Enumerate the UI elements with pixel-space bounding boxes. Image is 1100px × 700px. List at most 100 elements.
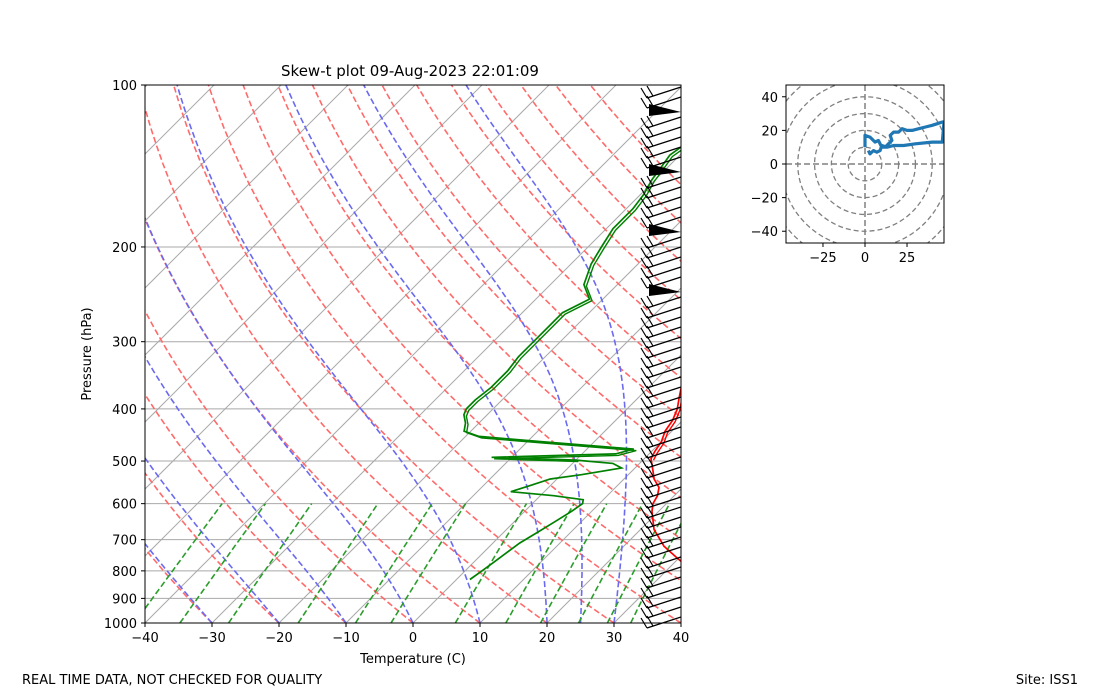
wind-barb bbox=[640, 265, 682, 279]
wind-barb bbox=[640, 475, 682, 489]
wind-barb bbox=[640, 255, 682, 269]
isotherm-line bbox=[145, 85, 349, 289]
wind-barb bbox=[640, 245, 682, 259]
wind-barb bbox=[640, 115, 682, 129]
hodograph: −25 0 25 −40 −20 0 20 40 bbox=[751, 84, 945, 266]
wind-barb bbox=[640, 495, 682, 509]
wind-barb bbox=[640, 515, 682, 529]
wind-barb bbox=[640, 335, 682, 349]
dry-adiabat-line bbox=[207, 85, 681, 623]
dry-adiabat-line bbox=[145, 392, 347, 623]
mixing-ratio-line bbox=[454, 503, 528, 623]
moist-adiabat-line bbox=[465, 85, 628, 623]
dewpoint-profile-trace bbox=[465, 149, 681, 463]
skewt-plot-area: −40 −30 −20 −10 0 10 20 30 40 1000 900 800 700 600 500… bbox=[104, 79, 689, 646]
isotherm-line bbox=[278, 220, 681, 623]
dry-adiabat-line bbox=[145, 309, 414, 623]
moist-adiabat-line bbox=[145, 355, 347, 623]
hodograph-y-tick-label: −20 bbox=[751, 192, 778, 207]
mixing-ratio-line bbox=[145, 503, 223, 610]
wind-barb bbox=[640, 355, 682, 369]
isotherm-line bbox=[145, 85, 617, 557]
wind-barb bbox=[640, 555, 682, 569]
dry-adiabat-line bbox=[145, 105, 548, 623]
hodograph-x-tick-label: 25 bbox=[899, 251, 916, 266]
dry-adiabat-line bbox=[589, 85, 681, 186]
y-tick-label: 500 bbox=[112, 455, 137, 470]
wind-barb bbox=[640, 205, 682, 219]
dry-adiabat-line bbox=[172, 85, 615, 623]
mixing-ratio-line bbox=[227, 503, 313, 623]
moist-adiabat-line bbox=[362, 85, 583, 623]
wind-barb bbox=[640, 455, 682, 469]
temperature-profile-trace bbox=[652, 398, 681, 461]
wind-barb bbox=[640, 145, 682, 159]
isotherm-line bbox=[546, 488, 681, 623]
hodograph-y-tick-label: −40 bbox=[751, 225, 778, 240]
mixing-ratio-line bbox=[390, 503, 467, 623]
dry-adiabat-line bbox=[485, 85, 681, 301]
isotherm-line bbox=[145, 85, 282, 222]
wind-barb bbox=[640, 235, 682, 249]
dry-adiabat-line bbox=[242, 85, 681, 582]
mixing-ratio-line bbox=[629, 521, 681, 623]
wind-barb bbox=[640, 395, 682, 409]
wind-barb bbox=[640, 415, 682, 429]
wind-barb bbox=[640, 435, 682, 449]
dry-adiabat-line bbox=[381, 85, 681, 419]
site-label: Site: ISS1 bbox=[1015, 673, 1078, 688]
wind-barb bbox=[640, 185, 682, 199]
y-axis-label: Pressure (hPa) bbox=[80, 307, 95, 400]
wind-barb bbox=[640, 605, 682, 619]
hodograph-x-tick-label: 0 bbox=[861, 251, 869, 266]
y-tick-label: 400 bbox=[112, 403, 137, 418]
isotherm-line bbox=[479, 421, 681, 623]
y-tick-label: 100 bbox=[112, 79, 137, 94]
mixing-ratio-line bbox=[179, 503, 267, 623]
x-tick-label: −40 bbox=[131, 631, 158, 646]
wind-barb bbox=[640, 545, 682, 559]
mixing-ratio-line bbox=[505, 503, 575, 623]
quality-disclaimer: REAL TIME DATA, NOT CHECKED FOR QUALITY bbox=[22, 673, 323, 688]
hodograph-y-tick-label: 20 bbox=[761, 124, 778, 139]
dry-adiabat-line bbox=[311, 85, 681, 499]
isotherm-line bbox=[680, 622, 681, 623]
dry-adiabat-line bbox=[145, 471, 280, 623]
mixing-ratio-line bbox=[577, 503, 644, 623]
isotherm-line bbox=[145, 85, 416, 356]
x-tick-label: 20 bbox=[539, 631, 556, 646]
wind-barb bbox=[640, 125, 682, 139]
x-tick-label: 0 bbox=[409, 631, 417, 646]
isotherm-line bbox=[613, 555, 681, 623]
x-tick-label: 10 bbox=[472, 631, 489, 646]
y-tick-label: 200 bbox=[112, 241, 137, 256]
wind-barb bbox=[640, 295, 682, 309]
dewpoint-profile bbox=[463, 145, 681, 581]
wind-barb bbox=[640, 345, 682, 359]
isotherm-line bbox=[145, 85, 483, 423]
y-tick-label: 800 bbox=[112, 565, 137, 580]
isotherm-line bbox=[211, 153, 681, 623]
wind-barb bbox=[640, 175, 682, 189]
moist-adiabat-line bbox=[145, 542, 213, 623]
wind-barb bbox=[640, 535, 682, 549]
x-tick-label: 30 bbox=[606, 631, 623, 646]
wind-barb bbox=[640, 375, 682, 389]
y-tick-label: 600 bbox=[112, 498, 137, 513]
x-tick-label: −20 bbox=[265, 631, 292, 646]
wind-barb bbox=[649, 164, 681, 176]
dry-adiabat-line bbox=[520, 85, 681, 263]
isotherm-line bbox=[145, 85, 550, 490]
moist-adiabat-line bbox=[176, 85, 481, 623]
wind-barb bbox=[640, 135, 682, 149]
isotherm-line bbox=[145, 86, 681, 623]
temperature-profile bbox=[650, 384, 681, 563]
mixing-ratio-line bbox=[606, 503, 671, 623]
wind-barb bbox=[640, 565, 682, 579]
wind-barb bbox=[640, 195, 682, 209]
wind-barb bbox=[640, 385, 682, 399]
wind-barb bbox=[640, 425, 682, 439]
dry-adiabat-line bbox=[277, 85, 681, 540]
mixing-ratio-line bbox=[354, 503, 433, 623]
y-tick-label: 700 bbox=[112, 534, 137, 549]
